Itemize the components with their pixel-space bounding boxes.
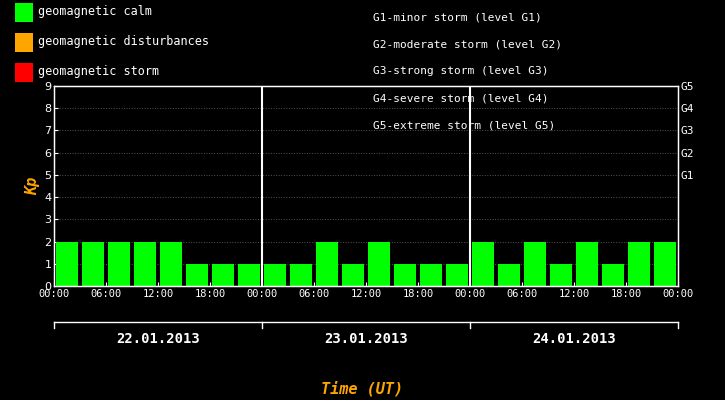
Text: G4-severe storm (level G4): G4-severe storm (level G4)	[373, 94, 549, 104]
Y-axis label: Kp: Kp	[25, 177, 41, 195]
Bar	[264, 264, 286, 286]
Text: 23.01.2013: 23.01.2013	[324, 332, 408, 346]
Bar	[576, 242, 598, 286]
Bar	[108, 242, 130, 286]
Text: geomagnetic storm: geomagnetic storm	[38, 66, 159, 78]
Bar	[160, 242, 182, 286]
Bar	[550, 264, 572, 286]
Text: Time (UT): Time (UT)	[321, 380, 404, 396]
Bar	[654, 242, 676, 286]
Bar	[394, 264, 416, 286]
Bar	[186, 264, 208, 286]
Bar	[420, 264, 442, 286]
Bar	[239, 264, 260, 286]
Bar	[498, 264, 520, 286]
Bar	[290, 264, 312, 286]
Text: G5-extreme storm (level G5): G5-extreme storm (level G5)	[373, 121, 555, 131]
Text: geomagnetic calm: geomagnetic calm	[38, 6, 152, 18]
Bar	[446, 264, 468, 286]
Text: G2-moderate storm (level G2): G2-moderate storm (level G2)	[373, 39, 563, 49]
Text: G1-minor storm (level G1): G1-minor storm (level G1)	[373, 12, 542, 22]
Bar	[212, 264, 234, 286]
Bar	[134, 242, 157, 286]
Bar	[368, 242, 390, 286]
Bar	[316, 242, 338, 286]
Text: 22.01.2013: 22.01.2013	[117, 332, 200, 346]
Bar	[472, 242, 494, 286]
Text: 24.01.2013: 24.01.2013	[532, 332, 616, 346]
Bar	[524, 242, 546, 286]
Bar	[342, 264, 364, 286]
Text: G3-strong storm (level G3): G3-strong storm (level G3)	[373, 66, 549, 76]
Text: geomagnetic disturbances: geomagnetic disturbances	[38, 36, 209, 48]
Bar	[628, 242, 650, 286]
Bar	[83, 242, 104, 286]
Bar	[602, 264, 624, 286]
Bar	[57, 242, 78, 286]
